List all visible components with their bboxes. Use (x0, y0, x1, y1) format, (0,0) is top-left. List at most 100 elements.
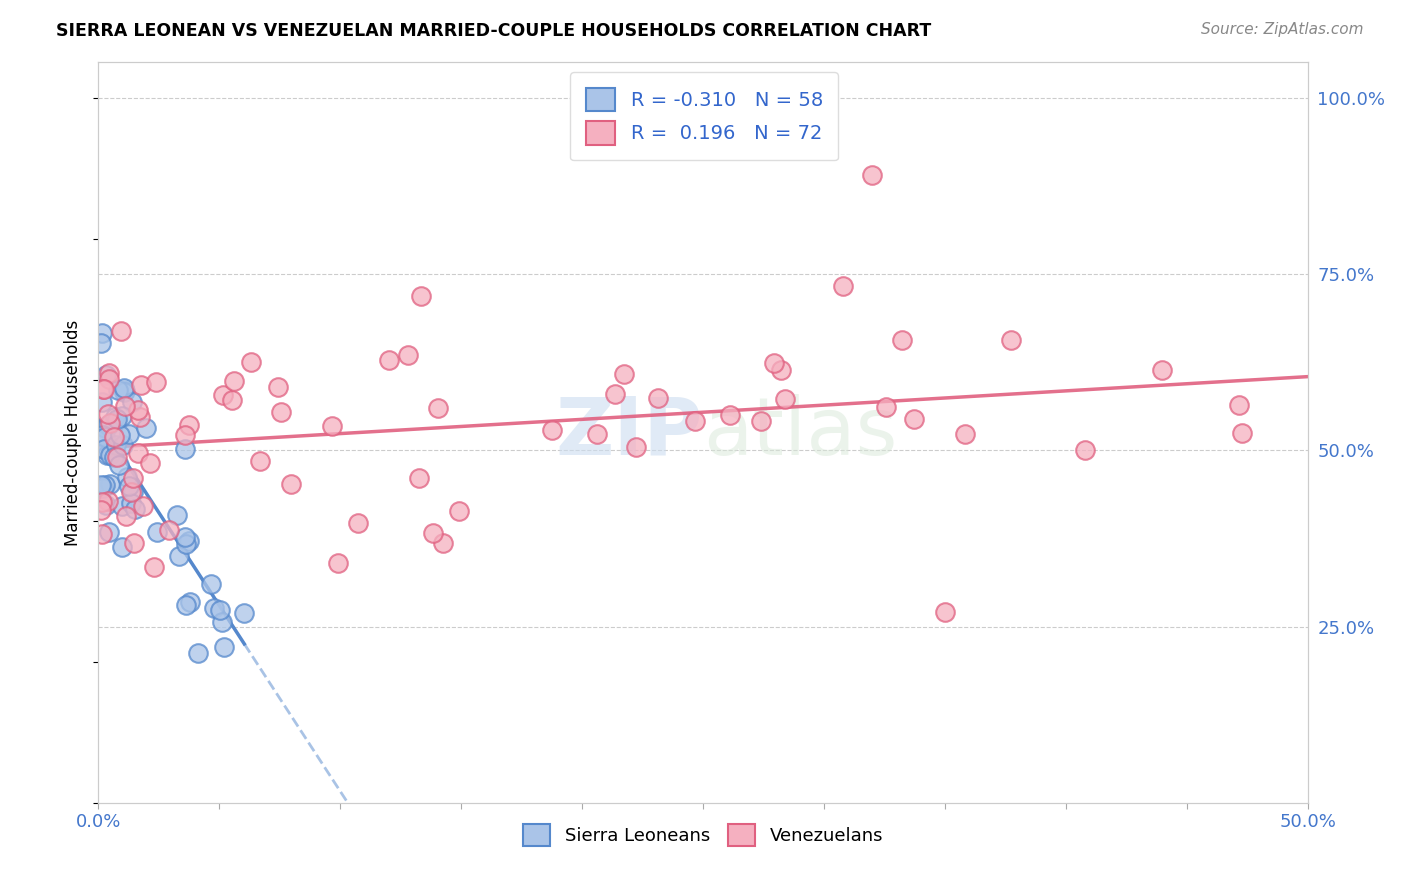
Point (110, 324, 132, 338)
Point (90, 527, 112, 541)
Point (540, 423, 562, 437)
Point (94, 368, 117, 382)
Y-axis label: Married-couple Households: Married-couple Households (65, 319, 83, 546)
Point (860, 168, 883, 182)
Point (239, 355, 262, 369)
Point (903, 412, 925, 426)
Point (773, 392, 796, 406)
Point (107, 383, 129, 397)
Point (222, 374, 245, 388)
Point (211, 388, 233, 402)
Point (177, 417, 200, 432)
Point (280, 476, 302, 491)
Point (233, 606, 256, 620)
Point (1152, 363, 1174, 377)
Point (94, 477, 117, 491)
Point (321, 418, 343, 433)
Point (135, 420, 157, 434)
Point (93, 382, 115, 396)
Point (174, 598, 197, 612)
Point (94, 421, 117, 435)
Point (209, 603, 232, 617)
Point (200, 577, 222, 591)
Point (1227, 398, 1250, 412)
Point (683, 414, 706, 428)
Point (143, 560, 166, 574)
Point (875, 401, 897, 415)
Point (90, 477, 112, 491)
Point (118, 479, 141, 493)
Point (114, 384, 136, 398)
Point (173, 442, 195, 456)
Point (103, 450, 125, 464)
Text: Source: ZipAtlas.com: Source: ZipAtlas.com (1201, 22, 1364, 37)
Point (111, 409, 134, 424)
Point (270, 405, 292, 419)
Point (221, 393, 243, 408)
Point (90, 395, 112, 409)
Point (122, 535, 145, 549)
Point (249, 454, 271, 468)
Point (1230, 425, 1253, 440)
Point (98, 441, 121, 455)
Point (98, 477, 121, 491)
Point (613, 368, 636, 382)
Point (173, 530, 195, 544)
Point (97, 525, 120, 540)
Point (122, 485, 145, 500)
Point (891, 333, 914, 347)
Point (94, 498, 117, 512)
Point (139, 456, 162, 470)
Point (447, 504, 470, 518)
Point (411, 289, 433, 303)
Point (1074, 443, 1097, 458)
Point (105, 412, 128, 426)
Point (585, 427, 607, 442)
Point (127, 403, 149, 417)
Point (108, 428, 131, 442)
Point (145, 375, 167, 389)
Point (97, 407, 120, 421)
Text: SIERRA LEONEAN VS VENEZUELAN MARRIED-COUPLE HOUSEHOLDS CORRELATION CHART: SIERRA LEONEAN VS VENEZUELAN MARRIED-COU… (56, 22, 932, 40)
Point (128, 410, 150, 425)
Point (647, 391, 669, 405)
Point (114, 399, 136, 413)
Point (97, 366, 120, 380)
Point (422, 525, 444, 540)
Point (328, 556, 350, 570)
Point (98, 417, 121, 431)
Point (396, 349, 419, 363)
Point (603, 386, 626, 401)
Point (179, 533, 201, 548)
Point (129, 378, 152, 392)
Point (267, 380, 290, 394)
Point (97, 494, 120, 508)
Point (157, 524, 180, 538)
Point (97, 372, 120, 386)
Point (108, 458, 131, 473)
Point (111, 541, 134, 555)
Point (770, 363, 793, 377)
Point (749, 414, 772, 428)
Point (187, 646, 209, 660)
Point (408, 471, 430, 485)
Point (98, 448, 121, 462)
Point (120, 485, 142, 500)
Point (97, 417, 120, 432)
Point (179, 595, 201, 609)
Point (118, 427, 141, 442)
Point (93, 442, 115, 457)
Point (90, 326, 112, 340)
Point (115, 509, 138, 524)
Point (93, 427, 115, 442)
Point (145, 525, 167, 540)
Point (934, 606, 956, 620)
Point (214, 640, 236, 655)
Text: atlas: atlas (703, 393, 897, 472)
Point (173, 427, 195, 442)
Point (427, 401, 450, 416)
Point (115, 470, 138, 484)
Point (718, 408, 741, 422)
Point (955, 427, 977, 442)
Point (103, 430, 125, 444)
